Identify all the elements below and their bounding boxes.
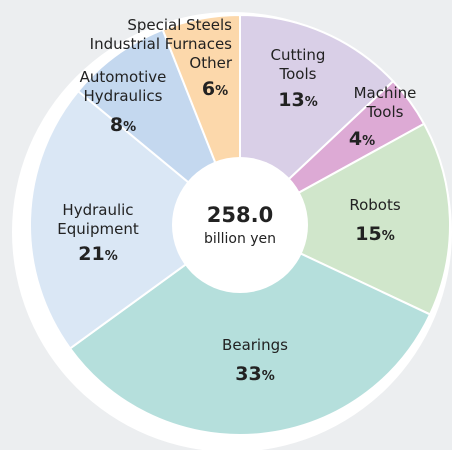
percent-label: 13% xyxy=(278,89,317,111)
slice xyxy=(68,223,432,436)
percent-label: 8% xyxy=(110,114,136,136)
center-value: 258.0 xyxy=(207,203,273,227)
slice xyxy=(237,122,451,316)
percent-label: 6% xyxy=(202,78,228,100)
donut-hole xyxy=(172,157,308,293)
slice-label: Machine Tools xyxy=(354,84,417,121)
slice-label: Bearings xyxy=(222,336,288,354)
percent-label: 15% xyxy=(355,223,394,245)
slice-label: Hydraulic Equipment xyxy=(57,201,139,238)
slice-label: Cutting Tools xyxy=(271,46,326,83)
percent-label: 21% xyxy=(78,243,117,265)
slice-label: Special Steels Industrial Furnaces Other xyxy=(90,16,233,72)
slice-label: Robots xyxy=(349,196,401,214)
percent-label: 4% xyxy=(349,128,375,150)
center-unit: billion yen xyxy=(204,231,276,247)
slice xyxy=(29,89,242,350)
slice-label: Automotive Hydraulics xyxy=(80,68,167,105)
percent-label: 33% xyxy=(235,363,274,385)
